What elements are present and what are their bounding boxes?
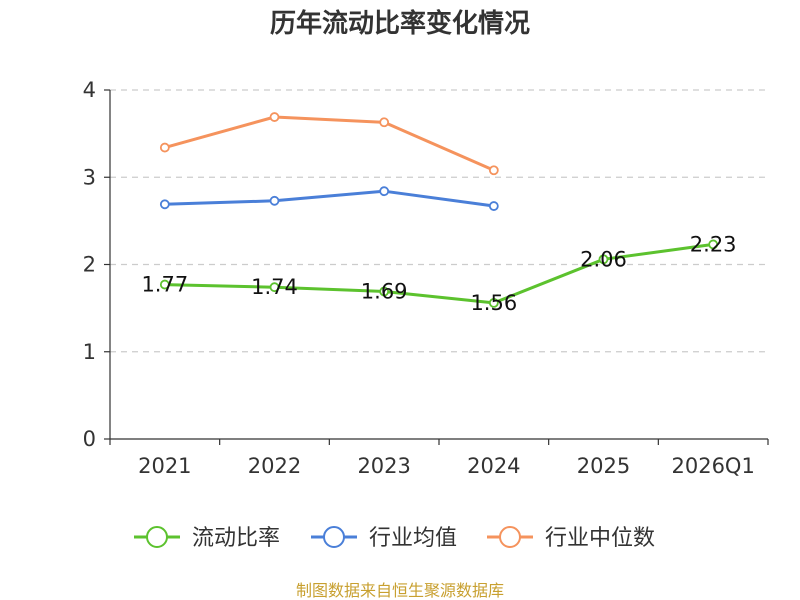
x-tick-label: 2021: [138, 454, 191, 478]
legend-marker-icon: [146, 526, 168, 548]
data-point-2: [379, 117, 390, 128]
data-point-0: [488, 297, 499, 308]
legend-label: 行业均值: [369, 526, 457, 551]
legend-marker-icon: [323, 526, 345, 548]
data-point-1: [159, 199, 170, 210]
data-label: 1.77: [141, 273, 188, 297]
data-point-0: [379, 286, 390, 297]
y-tick-label: 1: [83, 340, 96, 364]
series-line-1: [164, 189, 495, 208]
data-point-2: [159, 142, 170, 153]
x-tick-label: 2023: [357, 454, 410, 478]
grid: [110, 89, 768, 353]
data-point-1: [269, 195, 280, 206]
data-point-0: [159, 279, 170, 290]
chart-title: 历年流动比率变化情况: [270, 8, 530, 39]
series: [159, 112, 719, 308]
y-tick-label: 0: [83, 427, 96, 451]
y-tick-label: 4: [83, 78, 96, 102]
data-labels: 1.77 1.74 1.69 1.56 2.06 2.23: [141, 232, 736, 314]
x-tick-label: 2024: [467, 454, 520, 478]
legend-marker-icon: [499, 526, 521, 548]
legend-item-2[interactable]: 行业中位数: [487, 526, 655, 551]
data-label: 2.23: [690, 232, 737, 256]
legend-label: 行业中位数: [545, 526, 655, 551]
series-line-2: [164, 115, 495, 172]
data-label: 1.56: [470, 291, 517, 315]
x-tick-label: 2022: [248, 454, 301, 478]
legend-item-0[interactable]: 流动比率: [134, 526, 280, 551]
source-note: 制图数据来自恒生聚源数据库: [296, 581, 504, 600]
data-point-0: [708, 239, 719, 250]
x-tick-label: 2026Q1: [671, 454, 754, 478]
data-label: 2.06: [580, 247, 627, 271]
data-point-1: [488, 201, 499, 211]
data-point-1: [379, 186, 390, 197]
legend[interactable]: 流动比率 行业均值 行业中位数: [134, 526, 655, 551]
series-line-0: [164, 242, 714, 305]
y-tick-label: 3: [83, 165, 96, 189]
data-label: 1.69: [361, 280, 408, 304]
data-point-2: [488, 165, 499, 176]
legend-item-1[interactable]: 行业均值: [311, 526, 457, 551]
x-tick-label: 2025: [577, 454, 630, 478]
data-point-0: [598, 254, 609, 265]
legend-label: 流动比率: [192, 526, 280, 551]
data-label: 1.74: [251, 275, 298, 299]
data-point-2: [269, 112, 280, 122]
y-tick-label: 2: [83, 253, 96, 277]
axes: 0 1 2 3 4 2021 2022 2023 2024 2025 2026Q1: [83, 78, 769, 478]
data-point-0: [269, 282, 280, 293]
